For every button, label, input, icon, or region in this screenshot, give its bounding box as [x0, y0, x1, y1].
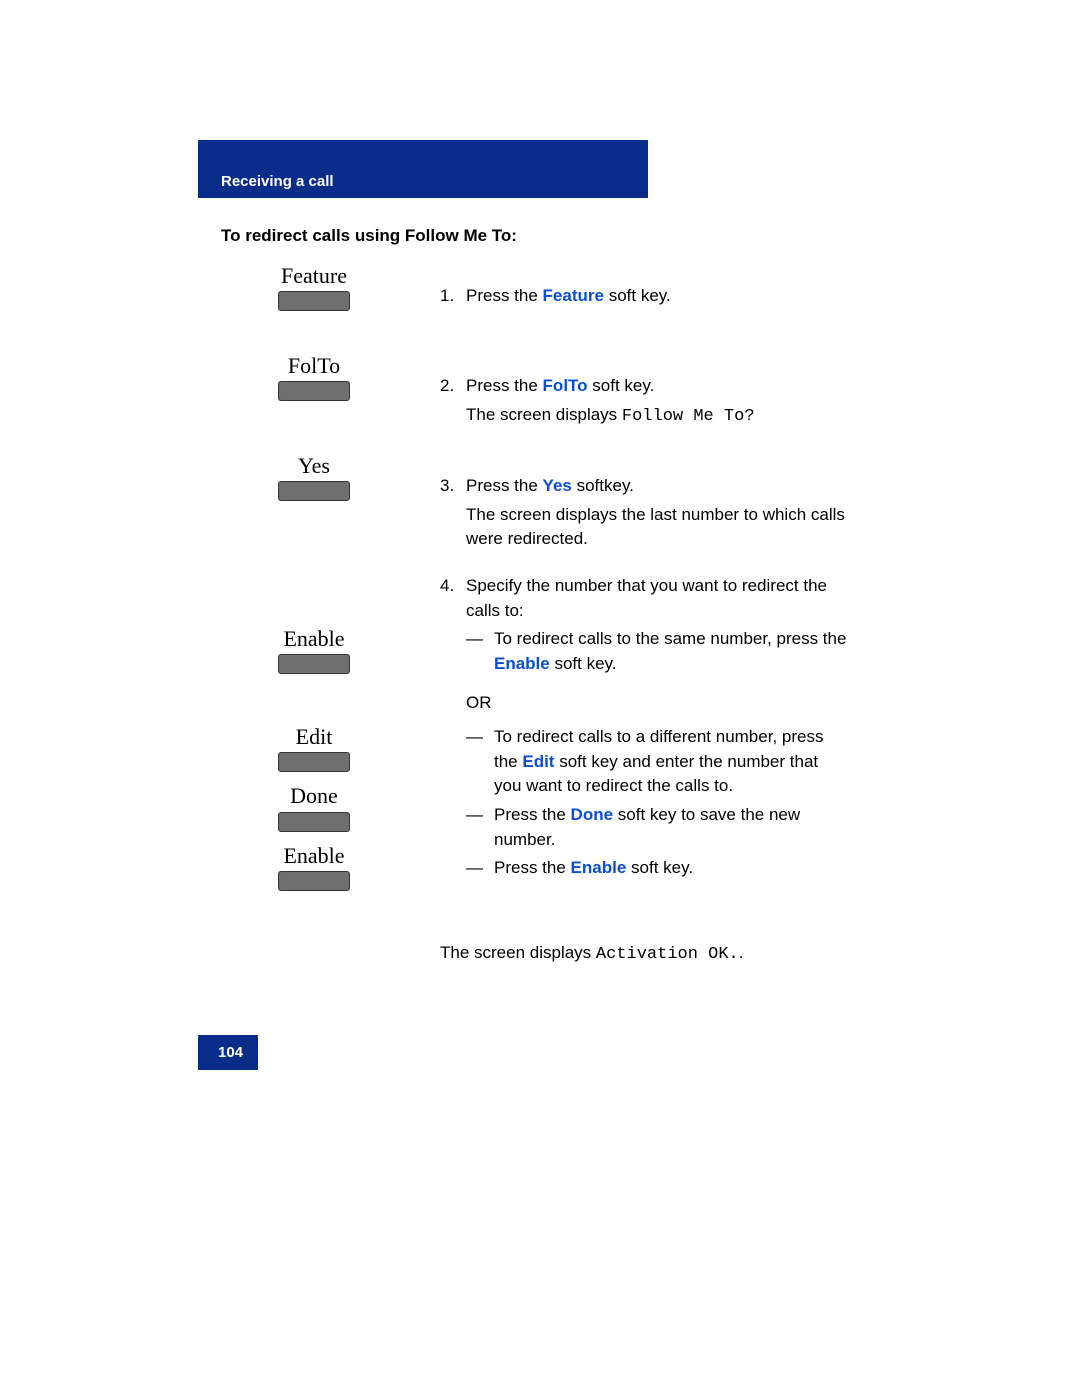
softkey-label: Feature	[281, 264, 347, 288]
content-area: Feature 1. Press the Feature soft key. F…	[198, 264, 848, 967]
softkey-button-icon	[278, 871, 350, 891]
text: softkey.	[572, 476, 634, 495]
text: soft key.	[588, 376, 655, 395]
softkey-folto: FolTo	[278, 354, 350, 401]
softkey-label: Done	[290, 784, 338, 808]
substep-c: — Press the Done soft key to save the ne…	[466, 803, 848, 852]
text: Press the	[494, 805, 571, 824]
softkey-enable: Enable	[278, 627, 350, 674]
text: .	[739, 943, 744, 962]
text: soft key.	[604, 286, 671, 305]
softkey-label: Yes	[298, 454, 330, 478]
key-name: FolTo	[543, 376, 588, 395]
key-name: Done	[571, 805, 614, 824]
softkey-yes: Yes	[278, 454, 350, 501]
step-number: 1.	[440, 284, 466, 309]
softkey-feature: Feature	[278, 264, 350, 311]
step-number: 4.	[440, 574, 466, 623]
step-row-4a: Enable — To redirect calls to the same n…	[198, 627, 848, 725]
softkey-button-icon	[278, 481, 350, 501]
softkey-button-icon	[278, 654, 350, 674]
step-row-2: FolTo 2. Press the FolTo soft key. The s…	[198, 354, 848, 454]
softkey-button-icon	[278, 812, 350, 832]
header-bar: Receiving a call	[198, 140, 648, 198]
substep-b: — To redirect calls to a different numbe…	[466, 725, 848, 799]
header-title: Receiving a call	[221, 173, 334, 190]
text: To redirect calls to the same number, pr…	[494, 629, 846, 648]
softkey-label: Edit	[296, 725, 333, 749]
screen-display-text: Activation OK.	[596, 945, 739, 964]
step-1: 1. Press the Feature soft key.	[440, 284, 848, 309]
step-row-1: Feature 1. Press the Feature soft key.	[198, 264, 848, 354]
substep-a: — To redirect calls to the same number, …	[466, 627, 848, 676]
text: Press the	[466, 286, 543, 305]
text: soft key.	[626, 858, 693, 877]
step-4: 4. Specify the number that you want to r…	[440, 574, 848, 623]
key-name: Yes	[543, 476, 572, 495]
softkey-button-icon	[278, 291, 350, 311]
text: The screen displays	[440, 943, 596, 962]
substep-d: — Press the Enable soft key.	[466, 856, 848, 881]
softkey-enable-2: Enable	[278, 844, 350, 891]
dash-icon: —	[466, 627, 494, 676]
text: The screen displays the last number to w…	[466, 503, 848, 552]
text: Press the	[494, 858, 571, 877]
text: soft key.	[550, 654, 617, 673]
step-number: 2.	[440, 374, 466, 429]
key-name: Enable	[494, 654, 550, 673]
softkey-button-icon	[278, 752, 350, 772]
or-separator: OR	[466, 691, 848, 716]
dash-icon: —	[466, 803, 494, 852]
step-3: 3. Press the Yes softkey. The screen dis…	[440, 474, 848, 552]
key-name: Enable	[571, 858, 627, 877]
text: The screen displays	[466, 405, 622, 424]
softkey-done: Done	[278, 784, 350, 831]
softkey-button-icon	[278, 381, 350, 401]
step-row-4-intro: 4. Specify the number that you want to r…	[198, 574, 848, 627]
key-name: Edit	[522, 752, 554, 771]
softkey-label: Enable	[283, 627, 344, 651]
page-number: 104	[198, 1035, 258, 1070]
softkey-label: Enable	[283, 844, 344, 868]
text: Press the	[466, 376, 543, 395]
section-title: To redirect calls using Follow Me To:	[221, 226, 848, 246]
softkey-edit: Edit	[278, 725, 350, 772]
text: Specify the number that you want to redi…	[466, 574, 848, 623]
step-row-4b: Edit Done Enable —	[198, 725, 848, 891]
dash-icon: —	[466, 856, 494, 881]
dash-icon: —	[466, 725, 494, 799]
step-row-3: Yes 3. Press the Yes softkey. The screen…	[198, 454, 848, 574]
manual-page: Receiving a call To redirect calls using…	[198, 140, 848, 967]
step-number: 3.	[440, 474, 466, 552]
text: Press the	[466, 476, 543, 495]
screen-display-text: Follow Me To?	[622, 407, 755, 426]
final-row: The screen displays Activation OK..	[198, 941, 848, 968]
step-2: 2. Press the FolTo soft key. The screen …	[440, 374, 848, 429]
softkey-label: FolTo	[288, 354, 340, 378]
key-name: Feature	[543, 286, 604, 305]
